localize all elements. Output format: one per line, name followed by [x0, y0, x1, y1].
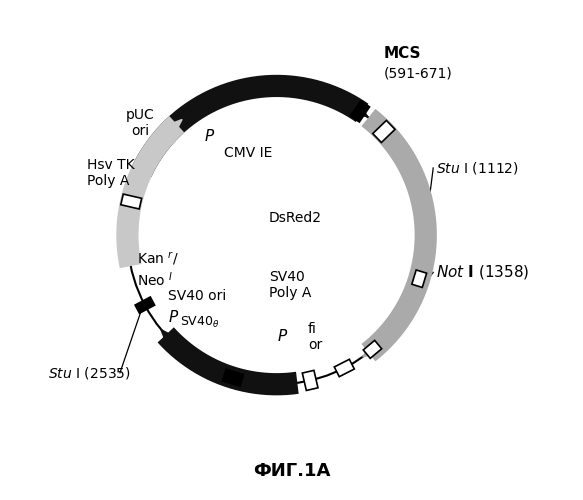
Polygon shape: [334, 360, 354, 376]
Polygon shape: [363, 336, 387, 357]
Text: (591-671): (591-671): [384, 66, 452, 80]
Text: $\it{P}$: $\it{P}$: [277, 328, 288, 344]
Text: DsRed2: DsRed2: [269, 210, 322, 224]
Polygon shape: [134, 296, 156, 314]
Polygon shape: [343, 96, 368, 117]
Polygon shape: [121, 194, 142, 209]
Text: $\bf{\it{Not}}$ $\bf{I}$ (1358): $\bf{\it{Not}}$ $\bf{I}$ (1358): [436, 264, 529, 281]
Text: CMV IE: CMV IE: [224, 146, 273, 160]
Text: ФИГ.1A: ФИГ.1A: [253, 462, 330, 480]
Polygon shape: [363, 340, 382, 358]
Polygon shape: [412, 270, 427, 287]
Polygon shape: [159, 120, 182, 142]
Polygon shape: [349, 100, 371, 123]
Text: SV40
Poly A: SV40 Poly A: [269, 270, 311, 300]
Text: $\it{P}$: $\it{P}$: [168, 309, 180, 325]
Polygon shape: [303, 370, 318, 390]
Text: SV40$_\theta$: SV40$_\theta$: [180, 314, 220, 330]
Text: $\it{Stu}$ I (2535): $\it{Stu}$ I (2535): [48, 365, 131, 381]
Text: MCS: MCS: [384, 46, 421, 61]
Text: SV40 ori: SV40 ori: [168, 288, 226, 302]
Text: Hsv TK
Poly A: Hsv TK Poly A: [87, 158, 134, 188]
Polygon shape: [373, 120, 395, 142]
Text: Neo $^I$: Neo $^I$: [138, 270, 174, 289]
Text: $\it{P}$: $\it{P}$: [204, 128, 215, 144]
Text: Kan $^r$/: Kan $^r$/: [138, 250, 180, 268]
Polygon shape: [161, 330, 184, 353]
Text: $\it{Stu}$ I (1112): $\it{Stu}$ I (1112): [436, 160, 518, 176]
Text: pUC
ori: pUC ori: [125, 108, 154, 138]
Polygon shape: [222, 368, 244, 388]
Text: fi
or: fi or: [308, 322, 322, 352]
